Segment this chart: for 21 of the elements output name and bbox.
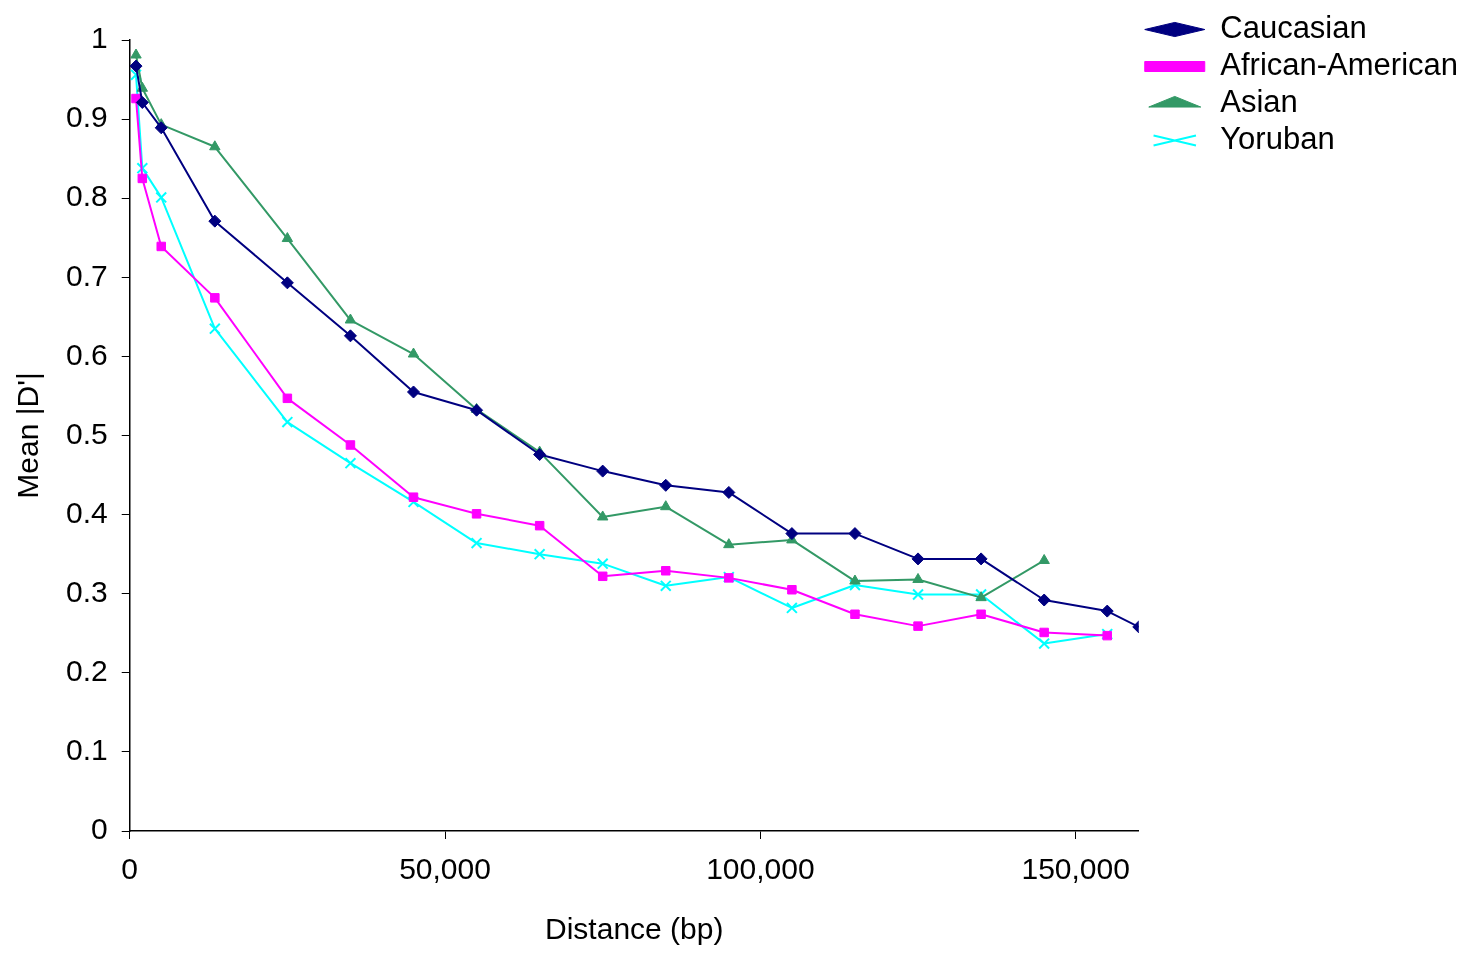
y-tick-label: 0.2 [65,654,108,688]
x-tick-label: 0 [121,852,139,886]
legend-label: Asian [1220,84,1298,120]
y-tick-label: 0.4 [65,495,108,529]
y-tick-label: 0.3 [65,574,108,608]
x-tick-label: 150,000 [1021,852,1130,886]
y-tick-label: 0.5 [65,416,108,450]
y-axis-title: Mean |D'| [11,372,45,499]
x-axis-title: Distance (bp) [545,912,724,946]
y-tick-label: 0.6 [65,337,108,371]
legend-label: African-American [1220,47,1459,83]
x-tick-label: 50,000 [399,852,491,886]
y-tick-label: 0.1 [65,733,108,767]
legend-label: Yoruban [1220,121,1335,157]
y-tick-label: 0.7 [65,258,108,292]
y-tick-label: 1 [91,21,108,55]
y-tick-label: 0.9 [65,100,108,134]
y-tick-label: 0.8 [65,179,108,213]
y-tick-label: 0 [91,812,108,846]
x-tick-label: 100,000 [706,852,815,886]
legend-label: Caucasian [1220,10,1367,46]
